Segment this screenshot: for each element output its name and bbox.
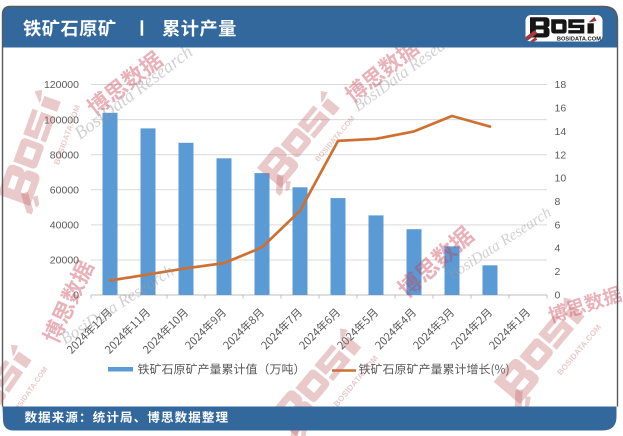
svg-text:8: 8 [555, 196, 561, 208]
svg-text:2: 2 [555, 266, 561, 278]
svg-text:60000: 60000 [50, 185, 79, 197]
svg-text:10: 10 [555, 173, 567, 185]
svg-text:BOSIDATA.COM: BOSIDATA.COM [557, 37, 601, 43]
svg-text:16: 16 [555, 103, 567, 115]
svg-text:14: 14 [555, 126, 567, 138]
svg-text:120000: 120000 [44, 79, 79, 91]
svg-text:40000: 40000 [50, 220, 79, 232]
svg-text:0: 0 [555, 289, 561, 301]
svg-text:6: 6 [555, 219, 561, 231]
svg-text:12: 12 [555, 149, 567, 161]
svg-text:18: 18 [555, 79, 567, 91]
svg-text:4: 4 [555, 243, 561, 255]
svg-text:20000: 20000 [50, 255, 79, 267]
